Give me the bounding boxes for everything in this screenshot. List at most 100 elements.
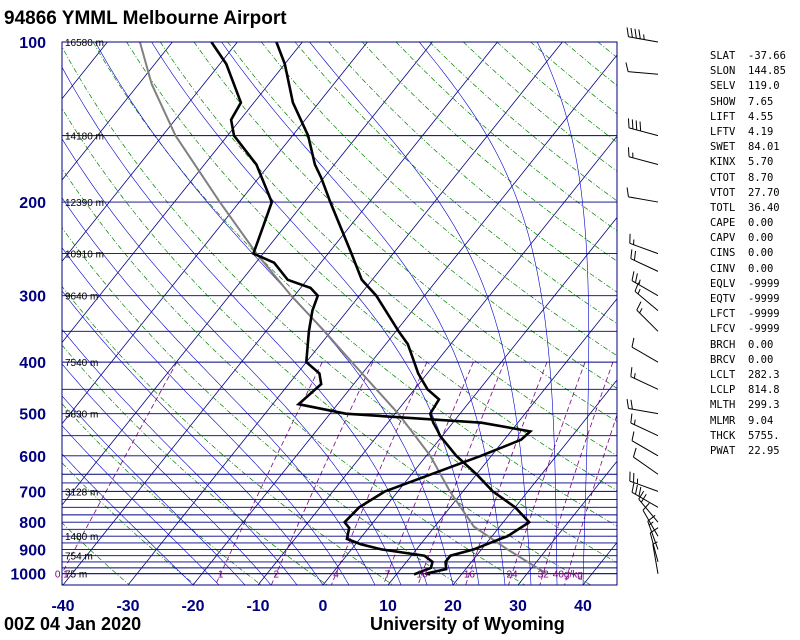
pressure-tick-label: 1000 [10, 567, 46, 584]
isotherm-line [192, 54, 617, 585]
index-key: CTOT [710, 171, 736, 184]
index-value: -9999 [748, 293, 780, 305]
index-value: 0.00 [748, 217, 774, 230]
pressure-tick-label: 200 [19, 195, 46, 212]
index-value: 0.00 [748, 247, 774, 260]
wind-barb-staff [631, 491, 659, 508]
height-label: 3128 m [65, 487, 98, 498]
wind-barb-flag [626, 187, 629, 197]
index-value: -9999 [748, 323, 780, 336]
dry-adiabat-line [62, 403, 262, 585]
index-value: -37.66 [748, 50, 786, 62]
index-row: KINX 5.70 [710, 155, 786, 170]
wind-barb-flag [631, 337, 635, 348]
wind-barb-staff [649, 532, 659, 563]
index-row: EQLV -9999 [710, 277, 786, 292]
wind-barb-flag [625, 62, 629, 72]
wind-barb-flag [634, 484, 638, 495]
wind-barb [649, 527, 659, 563]
dry-adiabat-line [62, 46, 617, 563]
wind-barb [636, 301, 659, 332]
wind-barb-staff [629, 242, 659, 255]
wind-barb-staff [631, 280, 659, 297]
wind-barb-flag [638, 490, 645, 500]
wind-barb-staff [647, 521, 659, 550]
mixing-ratio-line [564, 413, 617, 585]
moist-adiabat-line [62, 363, 272, 585]
moist-adiabat-line [62, 66, 428, 585]
mixing-ratio-label: 32 [538, 570, 550, 581]
index-value: 0.00 [748, 232, 774, 245]
wind-barb-staff [638, 498, 659, 523]
wind-barb-staff [628, 156, 659, 166]
plot-area [62, 42, 617, 585]
wind-barb-half-flag [639, 308, 643, 314]
index-row: CINV 0.00 [710, 262, 786, 277]
wind-barb-flag [626, 27, 629, 37]
dry-adiabat-line [62, 462, 196, 585]
index-row: CTOT 8.70 [710, 171, 786, 186]
wind-barb-flag [640, 493, 647, 503]
wind-barb-half-flag [652, 541, 658, 545]
parcel-curve [138, 42, 548, 575]
isotherm-line [62, 42, 368, 425]
wind-barb [638, 490, 659, 523]
mixing-ratio-line [508, 361, 586, 585]
moist-adiabat-line [419, 42, 558, 585]
wind-barb-staff [629, 480, 659, 492]
height-label: 14180 m [65, 132, 104, 143]
data-source: University of Wyoming [370, 614, 565, 634]
wind-barb [626, 398, 659, 415]
index-value: 0.00 [748, 262, 774, 275]
moist-adiabat-line [62, 453, 194, 585]
wind-barb [631, 431, 659, 457]
index-row: LFCV -9999 [710, 322, 786, 337]
wind-barb-half-flag [633, 373, 636, 379]
temperature-tick-label: 0 [319, 598, 328, 615]
wind-barb-staff [630, 422, 659, 437]
wind-barb [627, 147, 659, 166]
pressure-tick-label: 600 [19, 449, 46, 466]
index-row: BRCV 0.00 [710, 353, 786, 368]
index-key: CINV [710, 262, 736, 275]
index-row: LIFT 4.55 [710, 110, 786, 125]
moist-adiabat-line [62, 328, 298, 585]
wind-barb-flag [642, 502, 650, 511]
index-key: SELV [710, 80, 736, 93]
isotherm-line [62, 42, 303, 344]
pressure-tick-label: 700 [19, 484, 46, 501]
dry-adiabat-line [62, 344, 328, 585]
index-value: 9.04 [748, 414, 774, 427]
wind-barb [625, 62, 659, 75]
dry-adiabat-line [294, 42, 617, 325]
stability-indices-table: SLAT -37.66 SLON 144.85 SELV 119.0 SHOW 7.65 LIF… [710, 49, 786, 459]
moist-adiabat-line [94, 42, 454, 585]
wind-barb-flag [631, 482, 635, 493]
index-key: MLMR [710, 414, 736, 427]
index-value: 22.95 [748, 444, 780, 457]
index-row: THCK 5755. [710, 429, 786, 444]
wind-barb-staff [628, 71, 659, 75]
isotherm-line [62, 42, 433, 506]
index-key: LFTV [710, 125, 736, 138]
index-key: LIFT [710, 110, 736, 123]
wind-barb [630, 367, 659, 390]
index-value: 814.8 [748, 384, 780, 397]
mixing-ratio-label: 4 [333, 570, 339, 581]
index-row: SHOW 7.65 [710, 95, 786, 110]
index-key: SLON [710, 65, 736, 78]
mixing-ratio-line [270, 361, 374, 585]
isotherm-line [322, 216, 617, 585]
index-row: TOTL 36.40 [710, 201, 786, 216]
wind-barb-flag [631, 119, 634, 129]
pressure-tick-label: 900 [19, 542, 46, 559]
index-row: SLAT -37.66 [710, 49, 786, 64]
pressure-tick-label: 100 [19, 35, 46, 52]
wind-barb [629, 233, 659, 255]
index-row: BRCH 0.00 [710, 338, 786, 353]
mixing-ratio-label: 24 [506, 570, 518, 581]
index-value: 299.3 [748, 399, 780, 412]
wind-barb [629, 471, 659, 492]
wind-barb-flag [647, 514, 656, 522]
